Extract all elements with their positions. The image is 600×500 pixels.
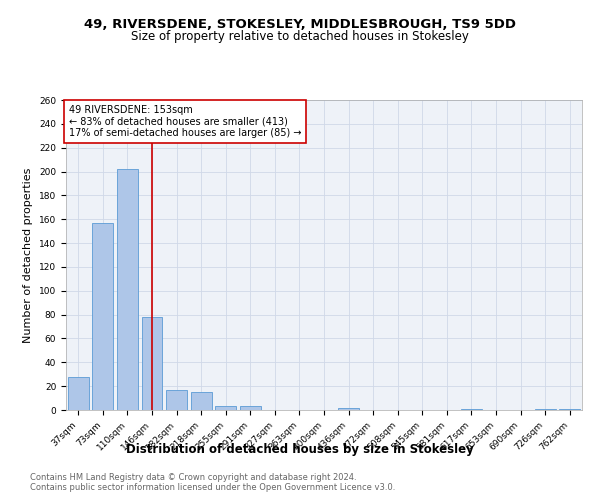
Text: Distribution of detached houses by size in Stokesley: Distribution of detached houses by size … [126, 442, 474, 456]
Bar [559, 409, 580, 410]
Text: Contains public sector information licensed under the Open Government Licence v3: Contains public sector information licen… [30, 484, 395, 492]
Bar [142, 317, 163, 410]
Bar [240, 406, 261, 410]
Y-axis label: Number of detached properties: Number of detached properties [23, 168, 34, 342]
Bar [215, 406, 236, 410]
Text: Contains HM Land Registry data © Crown copyright and database right 2024.: Contains HM Land Registry data © Crown c… [30, 472, 356, 482]
Bar [461, 409, 482, 410]
Bar [117, 169, 138, 410]
Text: 49, RIVERSDENE, STOKESLEY, MIDDLESBROUGH, TS9 5DD: 49, RIVERSDENE, STOKESLEY, MIDDLESBROUGH… [84, 18, 516, 30]
Text: Size of property relative to detached houses in Stokesley: Size of property relative to detached ho… [131, 30, 469, 43]
Bar [92, 223, 113, 410]
Bar [338, 408, 359, 410]
Text: 49 RIVERSDENE: 153sqm
← 83% of detached houses are smaller (413)
17% of semi-det: 49 RIVERSDENE: 153sqm ← 83% of detached … [68, 104, 301, 138]
Bar [535, 409, 556, 410]
Bar [166, 390, 187, 410]
Bar [68, 376, 89, 410]
Bar [191, 392, 212, 410]
